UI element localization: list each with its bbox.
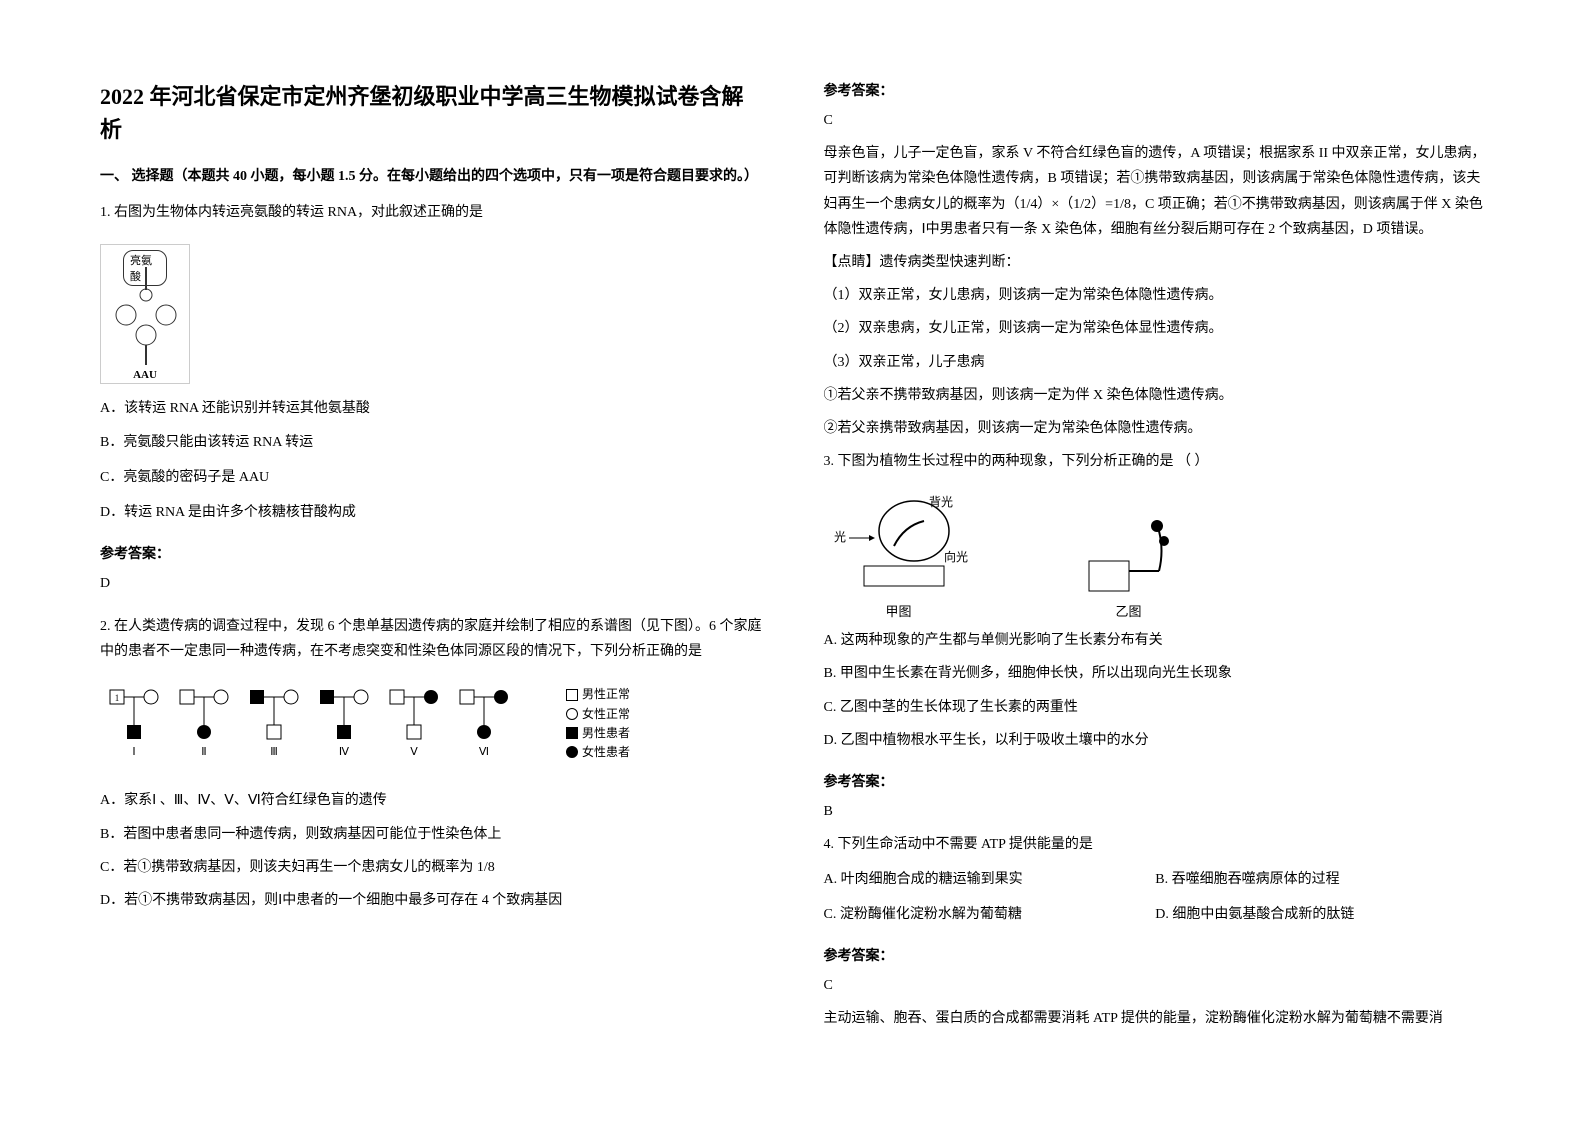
q2-tip3b: ②若父亲携带致病基因，则该病一定为常染色体隐性遗传病。 — [824, 416, 1488, 441]
left-column: 2022 年河北省保定市定州齐堡初级职业中学高三生物模拟试卷含解析 一、 选择题… — [100, 80, 764, 1042]
plant-caption-a: 甲图 — [824, 601, 974, 620]
q2-option-a: A．家系Ⅰ 、Ⅲ、Ⅳ、Ⅴ、Ⅵ符合红绿色盲的遗传 — [100, 788, 764, 813]
right-column: 参考答案： C 母亲色盲，儿子一定色盲，家系 V 不符合红绿色盲的遗传，A 项错… — [824, 80, 1488, 1042]
svg-text:Ⅱ: Ⅱ — [201, 746, 206, 758]
q4-explanation: 主动运输、胞吞、蛋白质的合成都需要消耗 ATP 提供的能量，淀粉酶催化淀粉水解为… — [824, 1006, 1488, 1031]
q3-text: 3. 下图为植物生长过程中的两种现象，下列分析正确的是 （ ） — [824, 449, 1488, 474]
q1-option-a: A．该转运 RNA 还能识别并转运其他氨基酸 — [100, 394, 764, 425]
pedigree-legend: 男性正常 女性正常 男性患者 女性患者 — [566, 685, 630, 762]
q1-text: 1. 右图为生物体内转运亮氨酸的转运 RNA，对此叙述正确的是 — [100, 200, 764, 225]
q4-option-d: D. 细胞中由氨基酸合成新的肽链 — [1155, 900, 1487, 931]
q4-text: 4. 下列生命活动中不需要 ATP 提供能量的是 — [824, 832, 1488, 857]
pedigree-diagram: 1 Ⅰ Ⅱ Ⅲ — [100, 680, 630, 780]
q4-option-a: A. 叶肉细胞合成的糖运输到果实 — [824, 865, 1156, 896]
trna-anticodon: AAU — [133, 369, 157, 381]
q4-answer: C — [824, 973, 1488, 998]
q1-option-c: C．亮氨酸的密码子是 AAU — [100, 463, 764, 494]
svg-text:1: 1 — [115, 693, 120, 703]
legend-female-affected: 女性患者 — [582, 743, 630, 762]
q2-tip3a: ①若父亲不携带致病基因，则该病一定为伴 X 染色体隐性遗传病。 — [824, 383, 1488, 408]
legend-male-affected: 男性患者 — [582, 724, 630, 743]
section-header: 一、 选择题（本题共 40 小题，每小题 1.5 分。在每小题给出的四个选项中，… — [100, 166, 764, 188]
q1-answer: D — [100, 571, 764, 596]
q2-answer-label: 参考答案： — [824, 80, 1488, 100]
svg-text:Ⅳ: Ⅳ — [339, 746, 350, 758]
q2-answer: C — [824, 108, 1488, 133]
svg-text:光: 光 — [834, 530, 846, 544]
q3-answer-label: 参考答案： — [824, 771, 1488, 791]
q3-option-a: A. 这两种现象的产生都与单侧光影响了生长素分布有关 — [824, 628, 1488, 653]
svg-text:背光: 背光 — [929, 495, 953, 509]
plant-diagram: 背光 光 向光 甲图 乙图 — [824, 490, 1204, 620]
svg-text:Ⅵ: Ⅵ — [479, 746, 489, 758]
q4-answer-label: 参考答案： — [824, 945, 1488, 965]
q1-option-b: B．亮氨酸只能由该转运 RNA 转运 — [100, 428, 764, 459]
q3-option-c: C. 乙图中茎的生长体现了生长素的两重性 — [824, 695, 1488, 720]
q2-tips-label: 【点睛】遗传病类型快速判断： — [824, 250, 1488, 275]
q3-option-d: D. 乙图中植物根水平生长，以利于吸收土壤中的水分 — [824, 728, 1488, 753]
q2-option-c: C．若①携带致病基因，则该夫妇再生一个患病女儿的概率为 1/8 — [100, 855, 764, 880]
document-title: 2022 年河北省保定市定州齐堡初级职业中学高三生物模拟试卷含解析 — [100, 80, 764, 146]
q3-answer: B — [824, 799, 1488, 824]
svg-text:向光: 向光 — [944, 549, 968, 564]
svg-text:Ⅴ: Ⅴ — [410, 746, 418, 758]
q4-option-c: C. 淀粉酶催化淀粉水解为葡萄糖 — [824, 900, 1156, 931]
legend-female-normal: 女性正常 — [582, 705, 630, 724]
q4-option-b: B. 吞噬细胞吞噬病原体的过程 — [1155, 865, 1487, 896]
q2-option-d: D．若①不携带致病基因，则Ⅰ中患者的一个细胞中最多可存在 4 个致病基因 — [100, 888, 764, 913]
q3-option-b: B. 甲图中生长素在背光侧多，细胞伸长快，所以出现向光生长现象 — [824, 661, 1488, 686]
q2-tip3: （3）双亲正常，儿子患病 — [824, 350, 1488, 375]
legend-male-normal: 男性正常 — [582, 685, 630, 704]
trna-diagram: 亮氨酸 AAU — [100, 244, 764, 384]
q2-text: 2. 在人类遗传病的调查过程中，发现 6 个患单基因遗传病的家庭并绘制了相应的系… — [100, 614, 764, 664]
q2-explanation: 母亲色盲，儿子一定色盲，家系 V 不符合红绿色盲的遗传，A 项错误；根据家系 I… — [824, 141, 1488, 242]
plant-caption-b: 乙图 — [1054, 601, 1204, 620]
q1-answer-label: 参考答案： — [100, 543, 764, 563]
q1-option-d: D．转运 RNA 是由许多个核糖核苷酸构成 — [100, 498, 764, 529]
svg-text:Ⅲ: Ⅲ — [270, 746, 278, 758]
svg-text:Ⅰ: Ⅰ — [132, 746, 135, 758]
q2-tip2: （2）双亲患病，女儿正常，则该病一定为常染色体显性遗传病。 — [824, 316, 1488, 341]
q2-option-b: B．若图中患者患同一种遗传病，则致病基因可能位于性染色体上 — [100, 822, 764, 847]
q2-tip1: （1）双亲正常，女儿患病，则该病一定为常染色体隐性遗传病。 — [824, 283, 1488, 308]
